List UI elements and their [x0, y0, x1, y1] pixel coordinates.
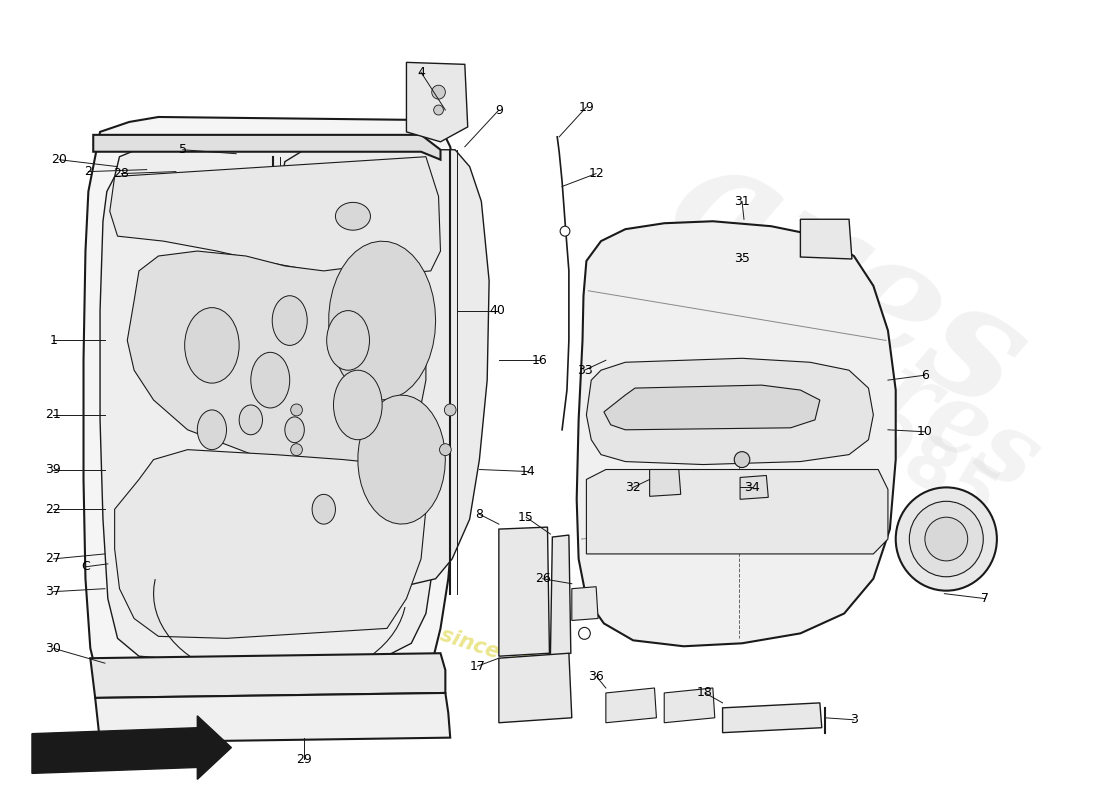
- Text: 9: 9: [495, 103, 503, 117]
- Polygon shape: [128, 251, 426, 471]
- Text: 7: 7: [981, 592, 989, 605]
- Polygon shape: [110, 157, 440, 276]
- Ellipse shape: [333, 370, 382, 440]
- Polygon shape: [576, 222, 895, 646]
- Polygon shape: [723, 703, 822, 733]
- Text: 32: 32: [625, 481, 641, 494]
- Polygon shape: [273, 150, 490, 586]
- Polygon shape: [32, 716, 231, 779]
- Ellipse shape: [560, 226, 570, 236]
- Polygon shape: [499, 527, 549, 656]
- Ellipse shape: [185, 308, 239, 383]
- Ellipse shape: [272, 296, 307, 346]
- Polygon shape: [84, 117, 462, 713]
- Text: 21: 21: [45, 408, 62, 422]
- Text: 19: 19: [579, 101, 594, 114]
- Polygon shape: [406, 62, 468, 142]
- Polygon shape: [606, 688, 657, 722]
- Text: 12: 12: [588, 167, 604, 180]
- Text: 33: 33: [576, 364, 592, 377]
- Polygon shape: [550, 535, 571, 656]
- Text: 22: 22: [45, 502, 62, 516]
- Polygon shape: [114, 450, 426, 638]
- Text: 40: 40: [490, 304, 505, 317]
- Polygon shape: [94, 135, 440, 160]
- Polygon shape: [801, 219, 851, 259]
- Polygon shape: [740, 475, 768, 499]
- Ellipse shape: [431, 86, 446, 99]
- Polygon shape: [604, 385, 820, 430]
- Polygon shape: [650, 470, 681, 496]
- Text: 1: 1: [50, 334, 57, 347]
- Text: ares: ares: [647, 119, 1052, 442]
- Text: 2: 2: [85, 165, 92, 178]
- Polygon shape: [90, 654, 446, 698]
- Ellipse shape: [336, 202, 371, 230]
- Text: 30: 30: [45, 642, 62, 654]
- Text: 29: 29: [296, 753, 312, 766]
- Ellipse shape: [239, 405, 263, 434]
- Ellipse shape: [433, 105, 443, 115]
- Ellipse shape: [579, 627, 591, 639]
- Ellipse shape: [910, 502, 983, 577]
- Text: 4: 4: [417, 66, 425, 78]
- Text: 35: 35: [734, 253, 750, 266]
- Ellipse shape: [735, 452, 750, 467]
- Text: 26: 26: [535, 572, 550, 586]
- Text: 5: 5: [178, 143, 187, 156]
- Text: 36: 36: [588, 670, 604, 682]
- Ellipse shape: [251, 352, 289, 408]
- Ellipse shape: [197, 410, 227, 450]
- Text: 14: 14: [520, 465, 536, 478]
- Text: 15: 15: [518, 510, 534, 524]
- Polygon shape: [96, 693, 450, 742]
- Text: 3: 3: [850, 714, 858, 726]
- Text: 28: 28: [113, 167, 130, 180]
- Text: 37: 37: [45, 585, 62, 598]
- Polygon shape: [586, 358, 873, 465]
- Text: spares: spares: [702, 251, 1055, 510]
- Polygon shape: [572, 586, 598, 621]
- Polygon shape: [329, 241, 436, 400]
- Text: 34: 34: [744, 481, 760, 494]
- Polygon shape: [358, 395, 446, 524]
- Text: 39: 39: [45, 463, 62, 476]
- Ellipse shape: [440, 444, 451, 456]
- Ellipse shape: [444, 404, 456, 416]
- Text: 17: 17: [470, 660, 485, 673]
- Text: 20: 20: [52, 153, 67, 166]
- Ellipse shape: [327, 310, 370, 370]
- Text: 10: 10: [917, 426, 933, 438]
- Ellipse shape: [312, 494, 336, 524]
- Ellipse shape: [895, 487, 997, 590]
- Ellipse shape: [285, 417, 305, 442]
- Text: 27: 27: [45, 552, 62, 566]
- Ellipse shape: [290, 404, 303, 416]
- Polygon shape: [100, 146, 446, 660]
- Polygon shape: [664, 688, 715, 722]
- Text: 31: 31: [734, 195, 750, 208]
- Text: 6: 6: [921, 369, 928, 382]
- Text: a passion for parts since 1985: a passion for parts since 1985: [220, 554, 564, 683]
- Ellipse shape: [925, 517, 968, 561]
- Ellipse shape: [290, 444, 303, 456]
- Text: C: C: [81, 560, 90, 574]
- Text: 16: 16: [531, 354, 548, 366]
- Polygon shape: [586, 470, 888, 554]
- Polygon shape: [499, 654, 572, 722]
- Text: 8: 8: [475, 508, 483, 521]
- Text: 18: 18: [697, 686, 713, 699]
- Text: 1985: 1985: [807, 382, 1008, 537]
